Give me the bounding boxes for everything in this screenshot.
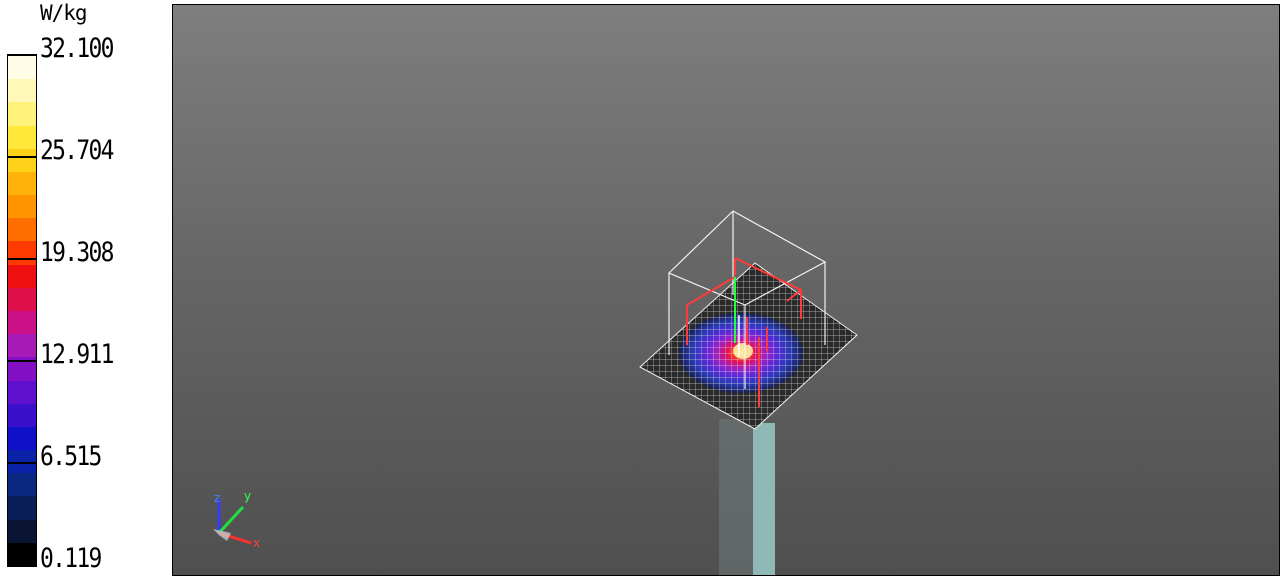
colorbar-scale [7, 55, 37, 567]
3d-scene [639, 210, 858, 575]
colorbar-tick-label: 12.911 [40, 339, 114, 370]
colorbar-tick-label: 6.515 [40, 441, 102, 472]
feed-pillar-shadow [719, 419, 756, 575]
z-axis-label: z [214, 491, 220, 505]
colorbar-segment [8, 218, 36, 242]
colorbar-segment [8, 264, 36, 289]
axes-triad: z y x [203, 485, 273, 555]
colorbar-segment [8, 380, 36, 405]
colorbar-segment [8, 148, 36, 173]
3d-viewport[interactable]: z y x [172, 4, 1280, 576]
colorbar-segment [8, 56, 36, 80]
colorbar-segment [8, 496, 36, 521]
colorbar-tick-label: 25.704 [40, 135, 114, 166]
colorbar-legend: W/kg 32.100 25.704 19.308 12.911 6.515 0.119 [0, 0, 172, 579]
feed-pillar [753, 423, 775, 575]
colorbar-segment [8, 102, 36, 127]
colorbar-segment [8, 357, 36, 382]
colorbar-tick-mark [7, 156, 37, 158]
colorbar-segment [8, 79, 36, 103]
colorbar-segment [8, 241, 36, 266]
colorbar-segment [8, 473, 36, 497]
y-axis-label: y [244, 489, 251, 503]
colorbar-segment [8, 125, 36, 150]
colorbar-segment [8, 334, 36, 358]
colorbar-segment [8, 450, 36, 474]
colorbar-tick-mark [7, 54, 37, 56]
colorbar-tick-label: 32.100 [40, 33, 114, 64]
colorbar-unit-label: W/kg [40, 1, 88, 25]
colorbar-segment [8, 287, 36, 312]
colorbar-tick-mark [7, 564, 37, 566]
colorbar-segment [8, 426, 36, 451]
colorbar-segment [8, 519, 36, 544]
colorbar-tick-label: 0.119 [40, 543, 102, 574]
colorbar-segment [8, 171, 36, 196]
colorbar-segment [8, 311, 36, 335]
colorbar-segment [8, 403, 36, 428]
colorbar-tick-mark [7, 462, 37, 464]
measurement-plane [639, 262, 858, 430]
colorbar-tick-mark [7, 258, 37, 260]
y-axis-arrow [217, 505, 245, 535]
colorbar-tick-label: 19.308 [40, 237, 114, 268]
device-outline [686, 257, 803, 407]
colorbar-segment [8, 542, 36, 567]
colorbar-segment [8, 195, 36, 219]
colorbar-tick-mark [7, 360, 37, 362]
scan-volume-box [667, 210, 827, 389]
x-axis-label: x [253, 536, 260, 550]
